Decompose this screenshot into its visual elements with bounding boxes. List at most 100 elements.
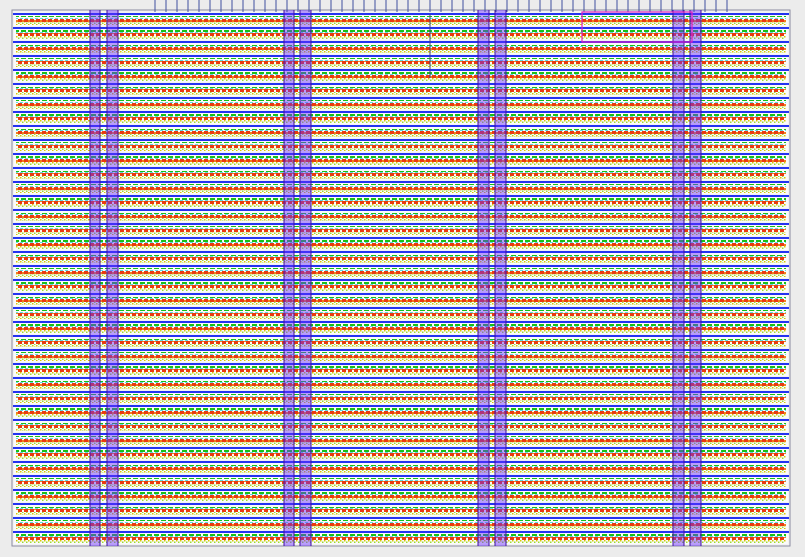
stripe — [690, 10, 701, 546]
poly — [16, 229, 786, 232]
power-rail — [13, 167, 789, 169]
metal1 — [16, 242, 786, 243]
diffusion — [16, 114, 786, 116]
poly — [16, 215, 786, 218]
contacts — [16, 190, 786, 193]
poly — [16, 523, 786, 526]
contacts — [16, 540, 786, 543]
diffusion — [16, 198, 786, 200]
power-rail — [13, 531, 789, 533]
stripe — [495, 10, 506, 546]
contacts — [16, 106, 786, 109]
metal1 — [16, 74, 786, 75]
metal1 — [16, 438, 786, 439]
diffusion — [16, 128, 786, 130]
power-rail — [13, 307, 789, 309]
power-rail — [13, 251, 789, 253]
diffusion — [16, 464, 786, 466]
power-rail — [13, 111, 789, 113]
poly — [16, 467, 786, 470]
contacts — [16, 344, 786, 347]
contacts — [16, 470, 786, 473]
contacts — [16, 50, 786, 53]
power-rail — [13, 321, 789, 323]
metal1 — [16, 494, 786, 495]
diffusion — [16, 100, 786, 102]
metal1 — [16, 32, 786, 33]
poly — [16, 425, 786, 428]
poly — [16, 327, 786, 330]
contacts — [16, 176, 786, 179]
power-rail — [13, 503, 789, 505]
power-rail — [13, 349, 789, 351]
metal1 — [16, 116, 786, 117]
metal1 — [16, 522, 786, 523]
poly — [16, 103, 786, 106]
contacts — [16, 260, 786, 263]
diffusion — [16, 254, 786, 256]
power-rail — [13, 377, 789, 379]
poly — [16, 33, 786, 36]
contacts — [16, 442, 786, 445]
power-rail — [13, 447, 789, 449]
contacts — [16, 162, 786, 165]
contacts — [16, 246, 786, 249]
diffusion — [16, 86, 786, 88]
io-pins — [154, 0, 728, 12]
diffusion — [16, 478, 786, 480]
diffusion — [16, 296, 786, 298]
macro-outline — [581, 11, 693, 43]
diffusion — [16, 366, 786, 368]
metal1 — [16, 452, 786, 453]
metal1 — [16, 144, 786, 145]
poly — [16, 47, 786, 50]
poly — [16, 131, 786, 134]
power-rail — [13, 41, 789, 43]
stripe — [284, 10, 294, 546]
power-rail — [13, 335, 789, 337]
diffusion — [16, 450, 786, 452]
poly — [16, 159, 786, 162]
metal1 — [16, 382, 786, 383]
metal1 — [16, 298, 786, 299]
power-rail — [13, 419, 789, 421]
diffusion — [16, 492, 786, 494]
metal1 — [16, 46, 786, 47]
metal1 — [16, 158, 786, 159]
contacts — [16, 120, 786, 123]
metal1 — [16, 214, 786, 215]
power-rail — [13, 405, 789, 407]
diffusion — [16, 380, 786, 382]
poly — [16, 61, 786, 64]
diffusion — [16, 142, 786, 144]
diffusion — [16, 352, 786, 354]
contacts — [16, 358, 786, 361]
diffusion — [16, 72, 786, 74]
poly — [16, 173, 786, 176]
diffusion — [16, 156, 786, 158]
poly — [16, 201, 786, 204]
diffusion — [16, 436, 786, 438]
poly — [16, 341, 786, 344]
contacts — [16, 414, 786, 417]
stripe — [478, 10, 489, 546]
contacts — [16, 36, 786, 39]
metal1 — [16, 256, 786, 257]
stripe — [90, 10, 100, 546]
contacts — [16, 274, 786, 277]
diffusion — [16, 422, 786, 424]
power-rail — [13, 475, 789, 477]
metal1 — [16, 312, 786, 313]
power-rail — [13, 209, 789, 211]
metal1 — [16, 200, 786, 201]
poly — [16, 411, 786, 414]
stripe — [673, 10, 684, 546]
poly — [16, 495, 786, 498]
power-rail — [13, 433, 789, 435]
poly — [16, 187, 786, 190]
diffusion — [16, 240, 786, 242]
contacts — [16, 512, 786, 515]
diffusion — [16, 226, 786, 228]
contacts — [16, 400, 786, 403]
